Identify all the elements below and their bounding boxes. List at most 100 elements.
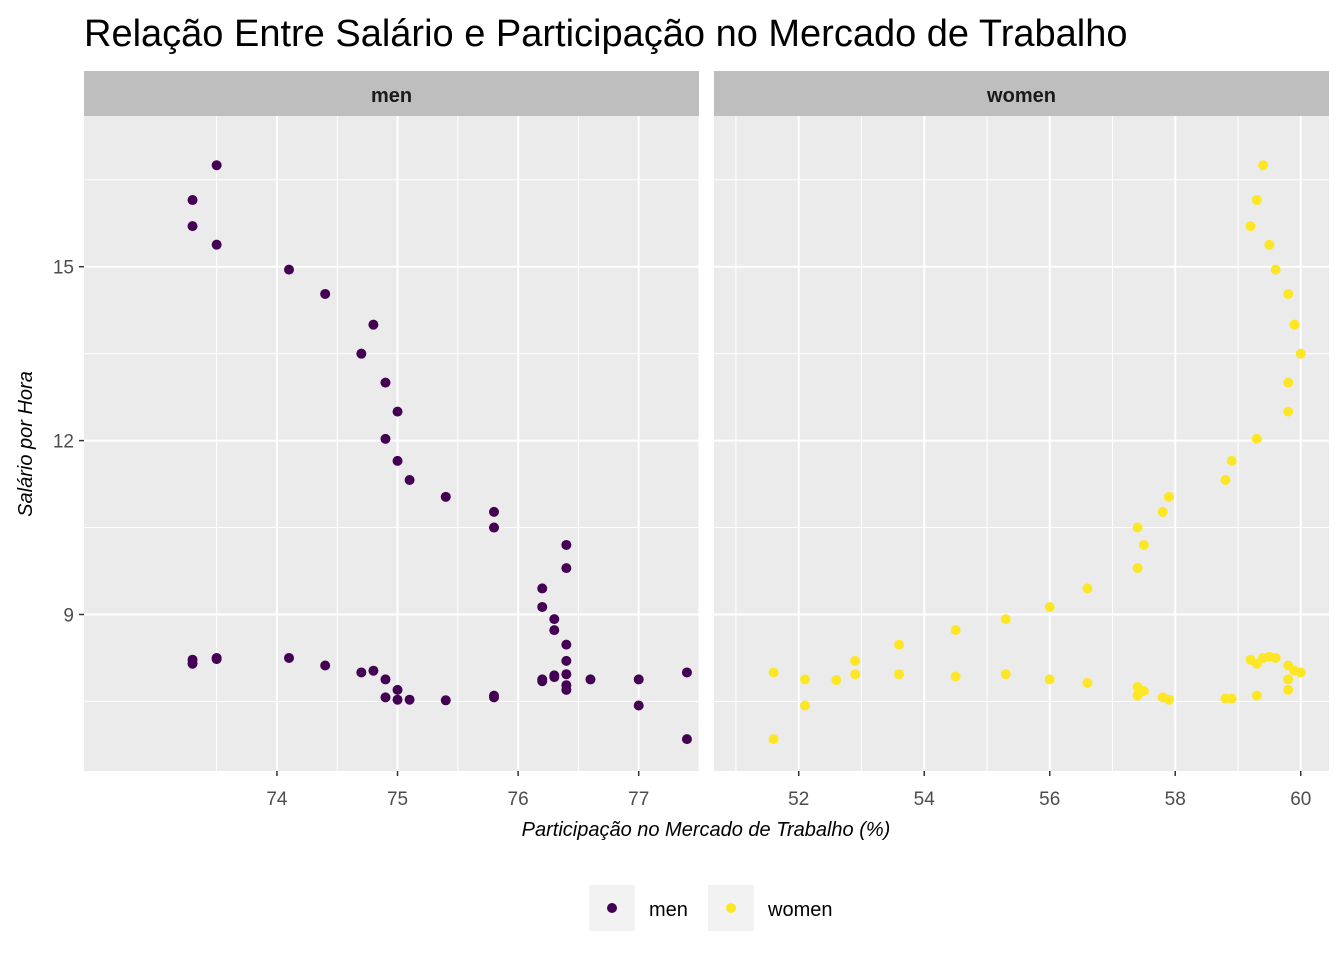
- data-point-men: [284, 652, 294, 663]
- panel-background: [714, 116, 1329, 771]
- y-tick-label: 9: [63, 605, 74, 626]
- data-point-women: [1157, 506, 1168, 517]
- data-point-women: [1295, 667, 1306, 678]
- data-point-women: [894, 639, 905, 650]
- data-point-women: [799, 674, 810, 685]
- y-tick-label: 12: [53, 432, 74, 453]
- data-point-women: [768, 667, 779, 678]
- data-point-men: [380, 433, 391, 444]
- data-point-women: [1082, 677, 1093, 688]
- panel-background: [84, 116, 699, 771]
- data-point-men: [404, 475, 415, 486]
- data-point-women: [1138, 686, 1149, 697]
- data-point-women: [950, 671, 961, 682]
- facet-panel-women: women 52 54 56 58 60: [714, 71, 1329, 810]
- strip-background: [84, 71, 699, 116]
- data-point-women: [1132, 563, 1143, 574]
- data-point-men: [633, 674, 644, 685]
- legend-item-men: men: [589, 885, 688, 931]
- data-point-women: [1163, 694, 1174, 705]
- data-point-men: [489, 506, 499, 517]
- data-point-women: [1283, 684, 1294, 695]
- data-point-women: [1163, 491, 1174, 502]
- facet-panel-men: men 74 75 76 77 9 12 15: [53, 71, 700, 810]
- x-axis-label: Participação no Mercado de Trabalho (%): [522, 819, 891, 841]
- data-point-men: [561, 669, 572, 680]
- data-point-women: [1226, 455, 1237, 466]
- data-point-men: [392, 455, 403, 466]
- data-point-men: [211, 239, 222, 250]
- data-point-men: [537, 601, 548, 612]
- data-point-women: [831, 674, 842, 685]
- data-point-men: [187, 658, 198, 669]
- x-tick-label: 60: [1290, 789, 1311, 810]
- data-point-men: [368, 665, 379, 676]
- data-point-men: [284, 264, 294, 275]
- data-point-men: [440, 491, 451, 502]
- data-point-women: [1082, 583, 1093, 594]
- data-point-women: [1289, 319, 1300, 330]
- data-point-men: [633, 700, 644, 711]
- data-point-men: [549, 672, 560, 683]
- data-point-women: [1283, 377, 1294, 388]
- legend-label: men: [649, 899, 688, 921]
- data-point-men: [489, 522, 499, 533]
- data-point-men: [561, 639, 572, 650]
- x-tick-label: 74: [266, 789, 288, 810]
- data-point-women: [1295, 348, 1306, 359]
- x-tick-label: 56: [1039, 789, 1060, 810]
- data-point-men: [320, 288, 331, 299]
- data-point-men: [356, 667, 367, 678]
- data-point-men: [187, 195, 198, 206]
- data-point-women: [950, 625, 961, 636]
- x-tick-label: 77: [628, 789, 649, 810]
- data-point-men: [356, 348, 367, 359]
- data-point-women: [894, 669, 905, 680]
- data-point-men: [404, 694, 415, 705]
- strip-label: women: [986, 85, 1056, 107]
- x-tick-label: 76: [508, 789, 529, 810]
- data-point-women: [1251, 433, 1262, 444]
- data-point-women: [1264, 239, 1275, 250]
- data-point-women: [1251, 690, 1262, 701]
- data-point-men: [561, 539, 572, 550]
- data-point-women: [1226, 693, 1237, 704]
- data-point-men: [549, 625, 560, 636]
- data-point-women: [1000, 669, 1011, 680]
- data-point-men: [368, 319, 379, 330]
- data-point-men: [549, 614, 560, 625]
- data-point-men: [211, 654, 222, 665]
- data-point-women: [1283, 288, 1294, 299]
- data-point-women: [1044, 601, 1055, 612]
- data-point-women: [1270, 652, 1281, 663]
- data-point-men: [380, 377, 391, 388]
- data-point-men: [187, 221, 198, 232]
- legend-symbol: [607, 903, 617, 913]
- data-point-men: [561, 655, 572, 666]
- data-point-women: [1000, 614, 1011, 625]
- strip-label: men: [371, 85, 412, 107]
- data-point-women: [1138, 539, 1149, 550]
- data-point-women: [1251, 195, 1262, 206]
- legend-label: women: [767, 899, 832, 921]
- data-point-women: [799, 700, 810, 711]
- chart-title: Relação Entre Salário e Participação no …: [84, 13, 1128, 55]
- data-point-men: [585, 674, 596, 685]
- data-point-men: [681, 667, 692, 678]
- data-point-women: [1132, 522, 1143, 533]
- data-point-men: [489, 692, 499, 703]
- data-point-men: [537, 676, 548, 687]
- data-point-men: [380, 674, 391, 685]
- data-point-men: [380, 692, 391, 703]
- data-point-women: [850, 655, 861, 666]
- data-point-men: [211, 160, 222, 171]
- data-point-men: [320, 660, 331, 671]
- data-point-women: [850, 669, 861, 680]
- legend: men women: [589, 885, 832, 931]
- y-tick-label: 15: [53, 258, 74, 279]
- data-point-men: [392, 694, 403, 705]
- data-point-men: [561, 684, 572, 695]
- data-point-women: [1245, 221, 1256, 232]
- data-point-women: [1258, 160, 1269, 171]
